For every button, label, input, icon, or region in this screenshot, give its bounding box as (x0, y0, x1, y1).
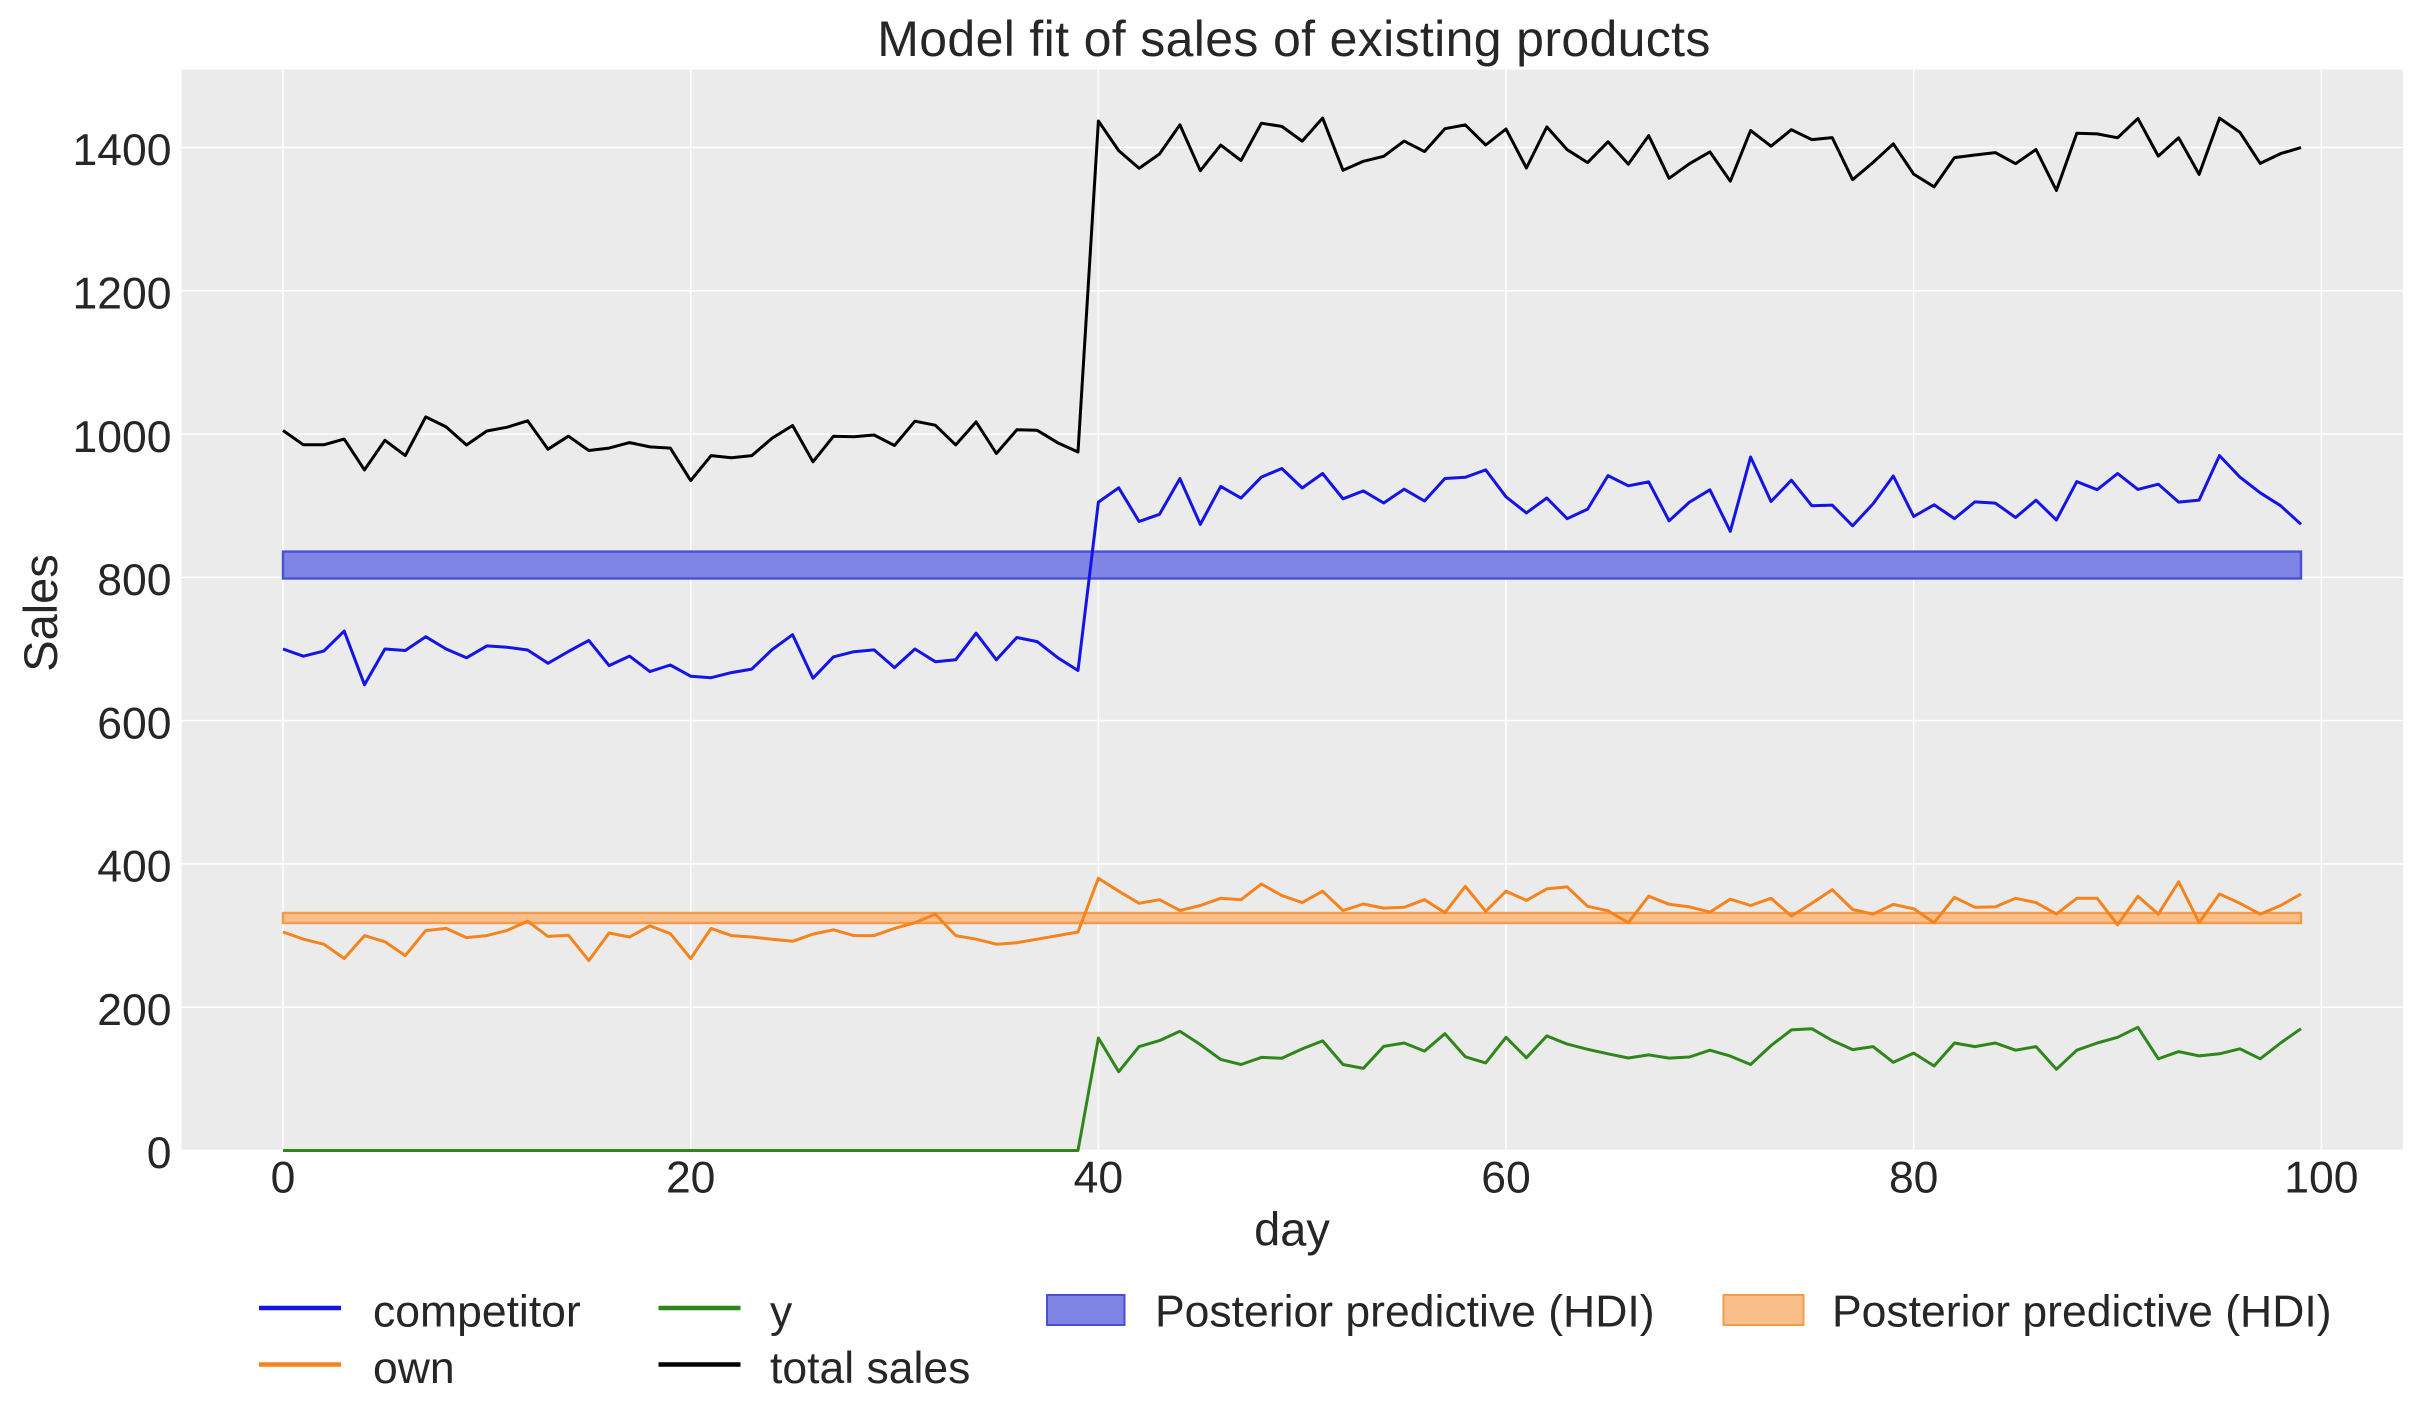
svg-text:20: 20 (666, 1154, 716, 1203)
svg-text:1400: 1400 (73, 126, 172, 175)
svg-text:60: 60 (1481, 1154, 1531, 1203)
svg-text:100: 100 (2284, 1154, 2358, 1203)
svg-text:400: 400 (97, 843, 171, 892)
svg-text:day: day (1254, 1203, 1330, 1256)
svg-text:0: 0 (271, 1154, 296, 1203)
svg-text:1200: 1200 (73, 270, 172, 319)
svg-text:y: y (770, 1288, 793, 1337)
svg-text:total sales: total sales (770, 1344, 970, 1393)
svg-text:own: own (373, 1344, 455, 1393)
svg-text:80: 80 (1889, 1154, 1939, 1203)
svg-text:600: 600 (97, 699, 171, 748)
svg-text:Posterior predictive (HDI): Posterior predictive (HDI) (1155, 1288, 1655, 1337)
svg-text:40: 40 (1074, 1154, 1124, 1203)
svg-text:competitor: competitor (373, 1288, 581, 1337)
svg-text:1000: 1000 (73, 413, 172, 462)
svg-text:800: 800 (97, 556, 171, 605)
svg-text:Sales: Sales (14, 554, 67, 672)
svg-text:0: 0 (147, 1129, 172, 1178)
svg-text:Posterior predictive (HDI): Posterior predictive (HDI) (1832, 1288, 2332, 1337)
svg-text:200: 200 (97, 986, 171, 1035)
svg-text:Model fit of sales of existing: Model fit of sales of existing products (877, 11, 1711, 67)
